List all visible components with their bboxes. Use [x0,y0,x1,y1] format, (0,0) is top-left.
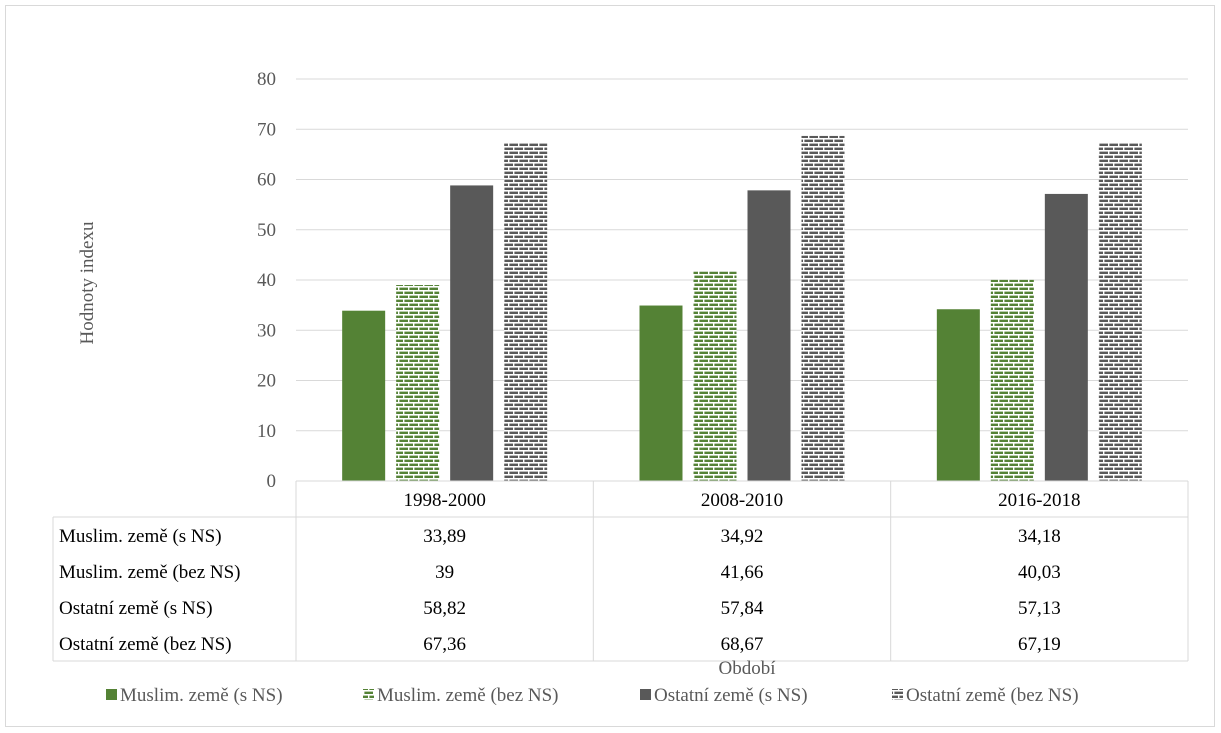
bar [396,285,440,481]
legend-swatch [892,689,903,700]
bar [693,271,737,481]
table-series-label: Muslim. země (bez NS) [59,562,241,583]
bar [342,310,386,481]
y-tick-label: 40 [257,270,276,291]
table-series-label: Ostatní země (s NS) [59,598,213,619]
bars [342,135,1142,482]
y-tick-label: 70 [257,119,276,140]
data-label: 34,18 [1018,526,1061,547]
data-label: 67,19 [1018,634,1061,655]
y-tick-label: 80 [257,69,276,90]
data-label: 58,82 [423,598,466,619]
legend-item: Muslim. země (bez NS) [377,685,559,706]
y-tick-label: 30 [257,320,276,341]
y-axis-label: Hodnoty indexu [77,221,98,344]
data-label: 67,36 [423,634,466,655]
y-tick-label: 10 [257,421,276,442]
legend-item: Muslim. země (s NS) [120,685,283,706]
data-label: 39 [435,562,454,583]
table-series-label: Muslim. země (s NS) [59,526,222,547]
data-label: 57,84 [721,598,764,619]
bar [747,190,791,481]
legend-item: Ostatní země (s NS) [654,685,808,706]
chart-svg: 0 10 20 30 40 50 60 70 80 1998-2000 2008-2010 2016… [52,69,1189,706]
y-axis-ticks: 0 10 20 30 40 50 60 70 80 [257,69,276,492]
x-tick-label: 2016-2018 [998,490,1080,511]
bar [1098,143,1142,482]
y-tick-label: 20 [257,371,276,392]
data-label: 33,89 [423,526,466,547]
bar [504,142,548,482]
legend: Muslim. země (s NS) Muslim. země (bez NS)… [106,685,1079,706]
x-axis-label: Období [719,658,777,679]
table-series-label: Ostatní země (bez NS) [59,634,232,655]
bar [990,279,1034,481]
data-label: 40,03 [1018,562,1061,583]
bar [450,185,494,481]
data-label: 68,67 [721,634,764,655]
data-label: 57,13 [1018,598,1061,619]
legend-swatch [106,689,117,700]
x-tick-label: 2008-2010 [701,490,783,511]
data-label: 41,66 [721,562,764,583]
chart-frame: 0 10 20 30 40 50 60 70 80 1998-2000 2008-2010 2016… [5,5,1215,727]
bar [1044,193,1088,481]
legend-item: Ostatní země (bez NS) [906,685,1079,706]
legend-swatch [363,689,374,700]
y-tick-label: 50 [257,220,276,241]
legend-swatch [640,689,651,700]
y-tick-label: 0 [267,471,277,492]
bar [936,309,980,481]
y-tick-label: 60 [257,170,276,191]
x-tick-label: 1998-2000 [404,490,486,511]
gridlines [296,78,1188,482]
data-table: 1998-2000 2008-2010 2016-2018 Muslim. země … [52,480,1189,662]
bar [639,305,683,481]
data-label: 34,92 [721,526,764,547]
bar [801,135,845,482]
